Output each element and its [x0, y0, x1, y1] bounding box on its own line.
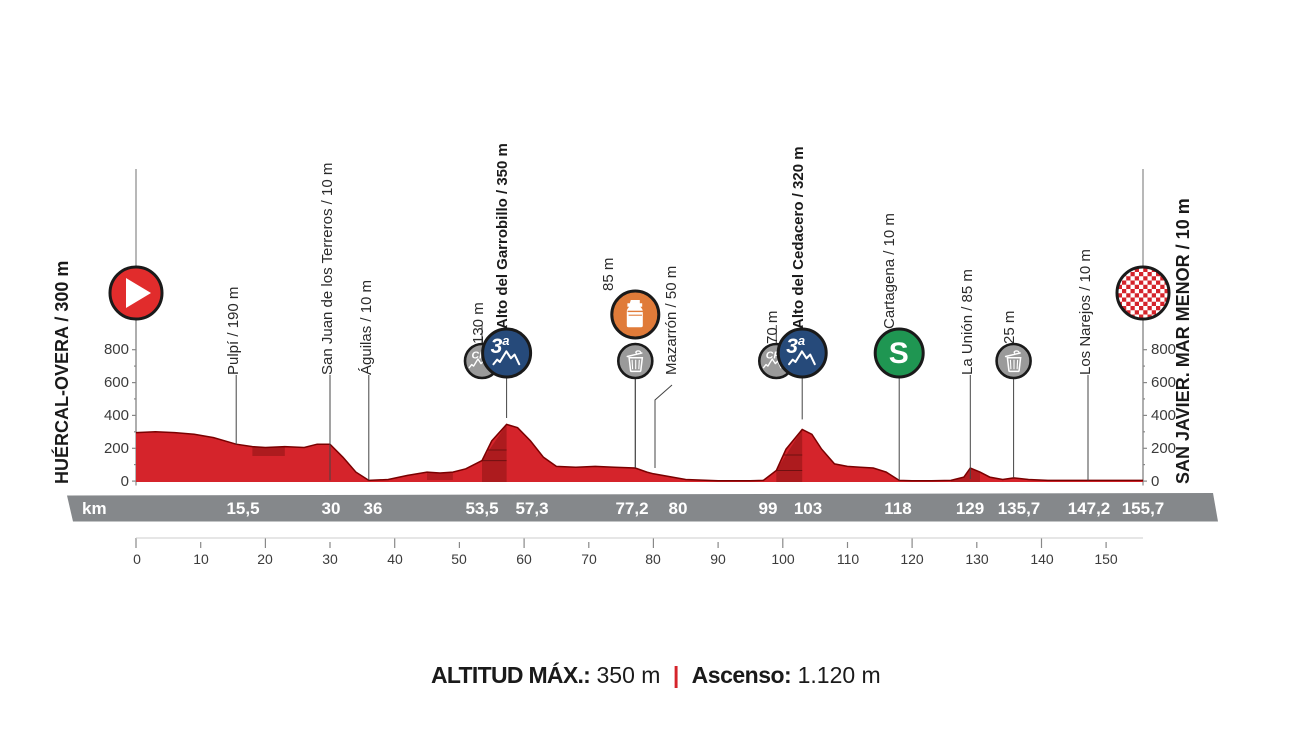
svg-text:S: S — [889, 337, 909, 370]
